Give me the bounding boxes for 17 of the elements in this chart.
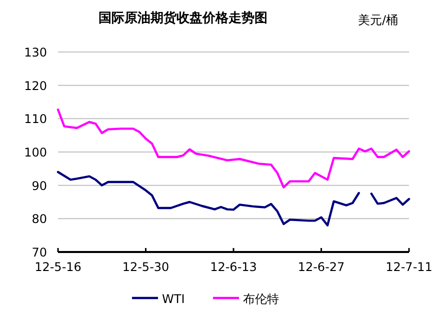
line-series [56, 108, 410, 188]
y-tick-label: 70 [32, 246, 47, 260]
y-tick-label: 110 [24, 112, 47, 126]
legend-label: WTI [162, 292, 185, 306]
x-tick-label: 12-5-16 [34, 260, 82, 274]
y-tick-label: 130 [24, 46, 47, 60]
y-tick-label: 120 [24, 78, 47, 93]
x-tick-label: 12-6-27 [298, 260, 345, 274]
x-tick-label: 12-6-13 [210, 260, 257, 274]
y-tick-label: 90 [32, 178, 47, 193]
x-tick-label: 12-7-11 [386, 260, 432, 274]
x-tick-label: 12-5-30 [122, 260, 170, 274]
y-tick-label: 80 [32, 212, 47, 226]
y-tick-label: 100 [24, 146, 47, 160]
legend-label: 布伦特 [243, 292, 279, 306]
chart-title: 国际原油期货收盘价格走势图 [98, 10, 268, 26]
y-axis-title: 美元/桶 [358, 13, 398, 27]
